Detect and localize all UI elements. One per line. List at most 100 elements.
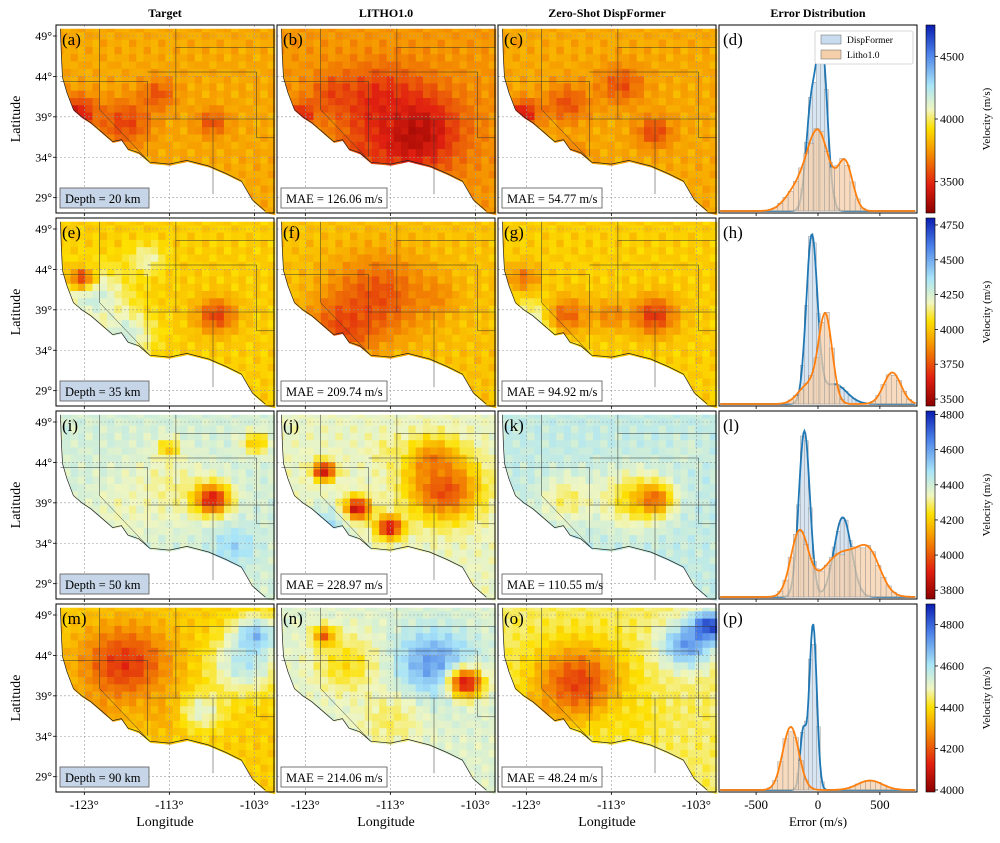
map-cell xyxy=(70,232,79,241)
map-cell xyxy=(401,364,409,372)
map-cell xyxy=(502,178,506,186)
map-cell xyxy=(444,371,453,379)
map-cell xyxy=(187,239,196,248)
map-cell xyxy=(541,149,550,157)
map-cell xyxy=(607,349,616,358)
map-cell xyxy=(622,141,630,150)
map-cell xyxy=(585,171,594,179)
map-cell xyxy=(585,400,594,409)
map-cell xyxy=(158,320,166,328)
map-cell xyxy=(158,312,166,321)
map-cell xyxy=(415,28,424,33)
map-cell xyxy=(77,291,86,299)
map-cell xyxy=(437,400,446,409)
map-cell xyxy=(592,342,601,350)
map-cell xyxy=(644,76,652,84)
map-cell xyxy=(172,83,181,92)
map-cell xyxy=(253,312,261,321)
map-cell xyxy=(709,28,718,33)
map-cell xyxy=(121,178,130,186)
map-cell xyxy=(452,261,460,270)
legend-label-dispformer: DispFormer xyxy=(847,36,894,46)
map-cell xyxy=(459,171,468,179)
map-cell xyxy=(180,371,188,379)
map-cell xyxy=(592,68,601,77)
map-cell xyxy=(99,221,108,226)
map-cell xyxy=(328,83,336,92)
map-cell xyxy=(488,192,497,201)
lat-tick-label: 49° xyxy=(35,29,52,43)
map-cell xyxy=(578,98,586,106)
map-cell xyxy=(136,127,144,135)
map-cell xyxy=(85,134,93,143)
map-cell xyxy=(673,32,681,40)
map-cell xyxy=(488,83,497,92)
map-cell xyxy=(622,207,630,216)
map-cell xyxy=(665,83,674,92)
map-cell xyxy=(695,39,703,48)
map-cell xyxy=(99,134,108,143)
map-cell xyxy=(695,54,703,62)
lat-tick-label: 39° xyxy=(35,496,52,510)
map-cell xyxy=(335,312,344,321)
map-cell xyxy=(680,364,689,372)
map-cell xyxy=(238,305,247,314)
map-cell xyxy=(342,312,351,321)
map-cell xyxy=(541,305,550,314)
map-cell xyxy=(136,312,144,321)
map-cell xyxy=(371,349,380,358)
map-cell xyxy=(600,269,608,277)
map-cell xyxy=(466,283,475,292)
map-cell xyxy=(709,112,718,121)
map-cell xyxy=(437,83,446,92)
map-cell xyxy=(107,105,115,113)
map-cell xyxy=(541,400,550,409)
map-cell xyxy=(592,356,601,365)
map-cell xyxy=(415,119,424,128)
map-cell xyxy=(629,276,638,285)
map-cell xyxy=(313,28,322,33)
map-cell xyxy=(379,119,387,128)
map-cell xyxy=(180,221,188,226)
map-cell xyxy=(187,356,196,365)
map-cell xyxy=(306,364,314,372)
map-cell xyxy=(313,239,322,248)
map-cell xyxy=(63,178,71,186)
map-cell xyxy=(687,221,696,226)
map-cell xyxy=(556,327,565,336)
map-cell xyxy=(401,207,409,216)
map-cell xyxy=(393,305,402,314)
map-cell xyxy=(99,247,108,255)
map-cell xyxy=(114,298,123,306)
map-cell xyxy=(673,185,681,194)
map-cell xyxy=(298,76,307,84)
map-cell xyxy=(194,393,203,401)
map-cell xyxy=(260,200,269,208)
map-cell xyxy=(194,247,203,255)
map-cell xyxy=(202,305,210,314)
map-cell xyxy=(150,119,159,128)
map-cell xyxy=(488,393,497,401)
map-cell xyxy=(687,61,696,70)
map-cell xyxy=(260,141,269,150)
map-cell xyxy=(172,385,181,394)
map-cell xyxy=(393,283,402,292)
map-cell xyxy=(194,39,203,48)
map-cell xyxy=(320,291,329,299)
map-cell xyxy=(466,232,475,241)
map-cell xyxy=(136,261,144,270)
map-cell xyxy=(245,254,254,263)
map-cell xyxy=(114,371,123,379)
map-cell xyxy=(415,105,424,113)
map-cell xyxy=(187,298,196,306)
map-cell xyxy=(267,163,276,172)
map-cell xyxy=(306,127,314,135)
map-cell xyxy=(695,28,703,33)
map-cell xyxy=(92,141,101,150)
map-cell xyxy=(379,254,387,263)
map-cell xyxy=(216,98,225,106)
map-cell xyxy=(180,305,188,314)
map-cell xyxy=(481,98,490,106)
map-cell xyxy=(430,54,438,62)
map-cell xyxy=(512,141,521,150)
